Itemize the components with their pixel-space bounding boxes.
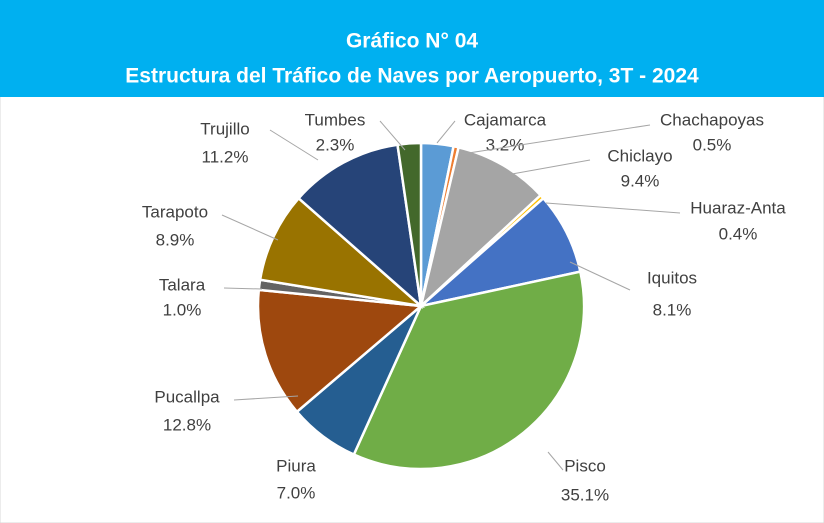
- pie-slice: [352, 270, 586, 471]
- slice-label: Tumbes: [305, 110, 366, 129]
- slice-label: Tarapoto: [142, 202, 208, 221]
- slice-value-label: 1.0%: [163, 300, 202, 319]
- pie-slice: [258, 196, 426, 308]
- slice-label: Talara: [159, 275, 206, 294]
- leader-line: [379, 120, 406, 151]
- leader-line: [545, 202, 681, 214]
- slice-value-label: 8.1%: [653, 300, 692, 319]
- slice-label: Iquitos: [647, 268, 697, 287]
- leader-line: [436, 120, 456, 144]
- pie-slice: [418, 145, 543, 310]
- slice-value-label: 8.9%: [156, 230, 195, 249]
- slice-label: Chachapoyas: [660, 110, 764, 129]
- leader-line: [511, 159, 591, 175]
- pie-slice: [296, 143, 423, 310]
- slice-value-label: 0.5%: [693, 135, 732, 154]
- leader-line: [461, 124, 651, 155]
- leader-line: [569, 261, 631, 291]
- pie-slice: [396, 141, 423, 307]
- header-band: [0, 0, 824, 97]
- leader-line: [269, 129, 319, 161]
- leader-line: [233, 395, 299, 401]
- slice-value-label: 11.2%: [202, 147, 249, 166]
- slice-label: Huaraz-Anta: [690, 198, 786, 217]
- slice-label: Cajamarca: [464, 110, 547, 129]
- slice-value-label: 35.1%: [561, 485, 609, 504]
- slice-label: Pisco: [564, 456, 606, 475]
- slice-label: Chiclayo: [607, 146, 672, 165]
- leader-line: [547, 451, 564, 471]
- slice-value-label: 0.4%: [719, 224, 758, 243]
- leader-line: [221, 214, 279, 241]
- slice-value-label: 7.0%: [277, 483, 316, 502]
- slice-value-label: 2.3%: [316, 135, 355, 154]
- leader-line: [223, 287, 263, 290]
- pie-slice: [256, 288, 425, 414]
- chart-title: Gráfico N° 04: [346, 30, 478, 53]
- slice-value-label: 3.2%: [486, 135, 525, 154]
- chart-subtitle: Estructura del Tráfico de Naves por Aero…: [125, 65, 699, 88]
- slice-value-label: 12.8%: [163, 415, 211, 434]
- slice-label: Pucallpa: [154, 387, 220, 406]
- slice-label: Trujillo: [200, 119, 249, 138]
- slice-label: Piura: [276, 456, 316, 475]
- slice-value-label: 9.4%: [621, 171, 660, 190]
